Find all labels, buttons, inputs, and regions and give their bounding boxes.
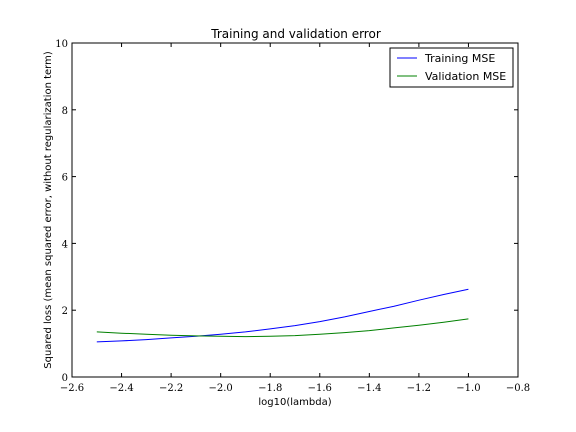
x-axis-label: log10(lambda) [258, 397, 331, 408]
x-tick-label: −1.6 [308, 383, 332, 394]
x-tick-label: −1.8 [258, 383, 282, 394]
x-tick-label: −2.6 [60, 383, 84, 394]
x-tick-label: −1.2 [407, 383, 431, 394]
legend: Training MSE Validation MSE [390, 48, 513, 87]
x-tick-label: −1.0 [456, 383, 480, 394]
plot-area [72, 43, 518, 377]
y-tick-label: 4 [62, 239, 68, 250]
y-tick-label: 6 [62, 173, 68, 184]
x-tick-label: −2.0 [209, 383, 233, 394]
x-tick-label: −0.8 [506, 383, 530, 394]
y-tick-label: 8 [62, 106, 68, 117]
y-axis-label: Squared loss (mean squared error, withou… [43, 51, 54, 369]
legend-label: Training MSE [424, 52, 495, 65]
y-tick-label: 0 [62, 373, 68, 384]
chart-title: Training and validation error [210, 27, 381, 41]
y-tick-label: 10 [55, 39, 68, 50]
series-layer [97, 289, 469, 342]
x-tick-label: −2.2 [159, 383, 183, 394]
y-tick-label: 2 [62, 306, 68, 317]
x-tick-label: −1.4 [357, 383, 381, 394]
x-tick-label: −2.4 [109, 383, 133, 394]
legend-label: Validation MSE [425, 70, 506, 83]
